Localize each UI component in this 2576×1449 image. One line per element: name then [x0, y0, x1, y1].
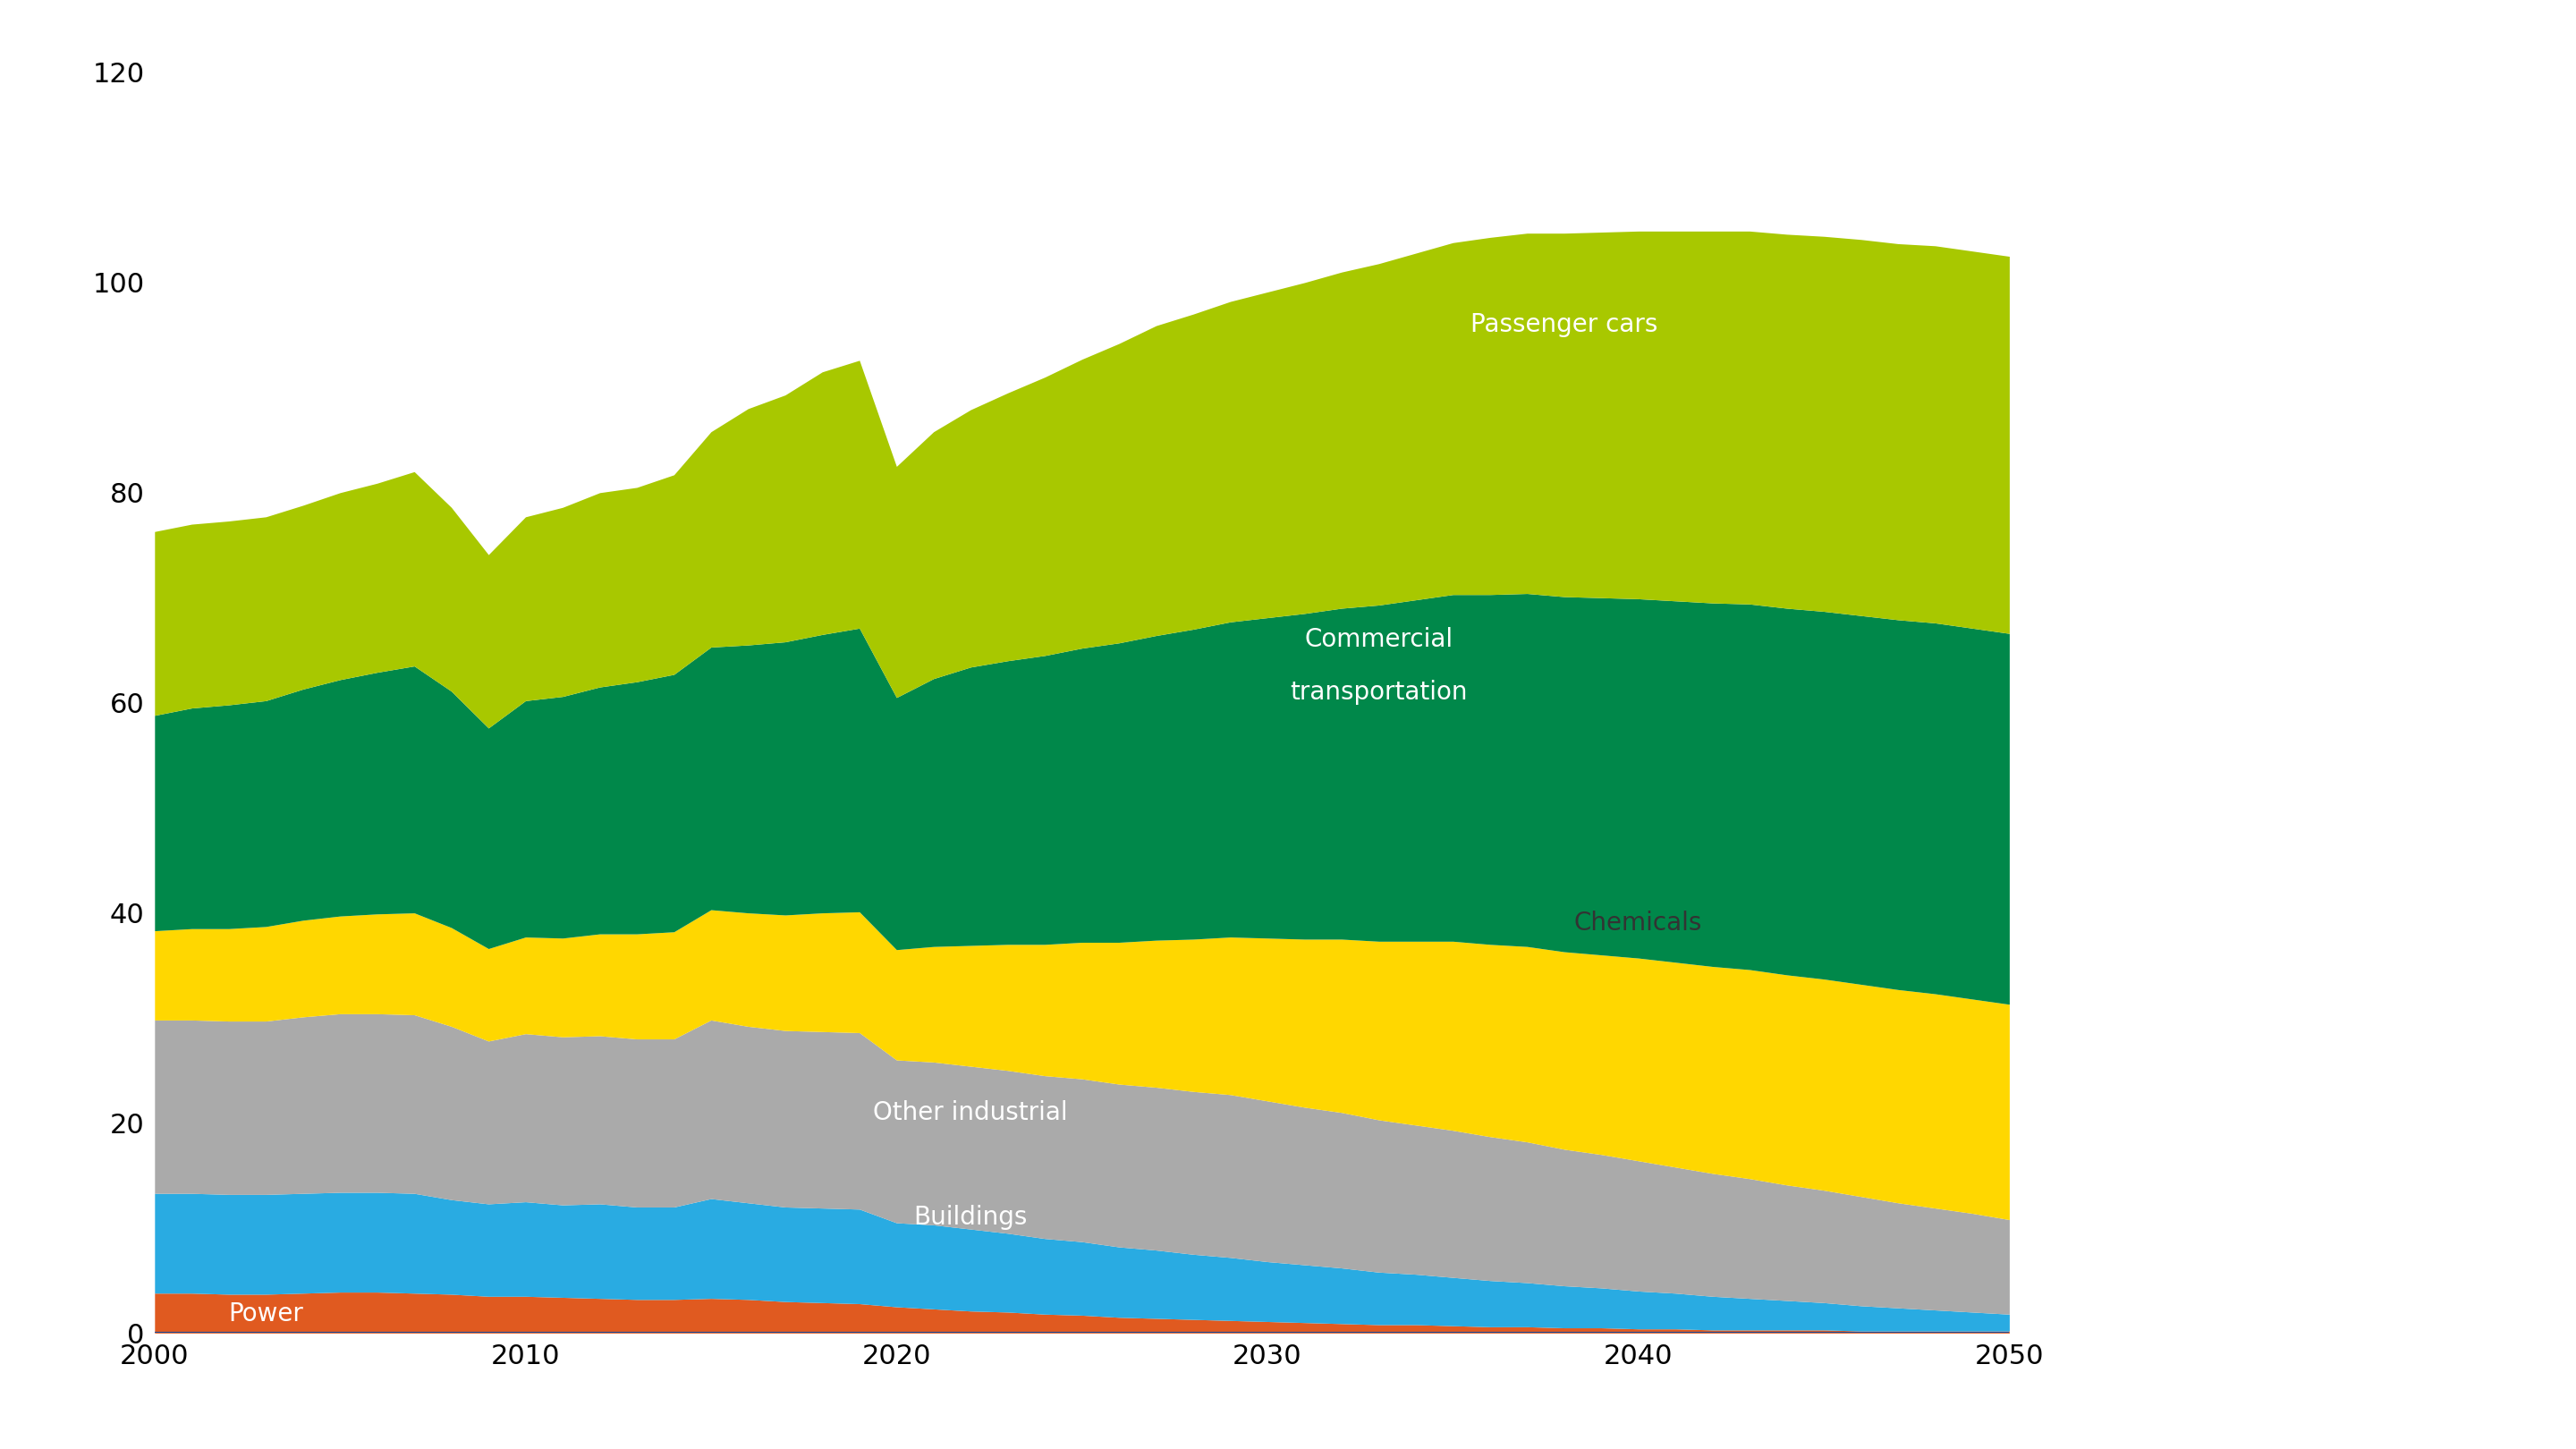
Text: Chemicals: Chemicals [1574, 911, 1703, 936]
Text: Other industrial: Other industrial [873, 1100, 1069, 1124]
Text: Power: Power [229, 1301, 304, 1327]
Text: Passenger cars: Passenger cars [1471, 312, 1659, 338]
Text: transportation: transportation [1291, 680, 1468, 704]
Text: Buildings: Buildings [914, 1206, 1028, 1230]
Text: Commercial: Commercial [1303, 627, 1453, 652]
